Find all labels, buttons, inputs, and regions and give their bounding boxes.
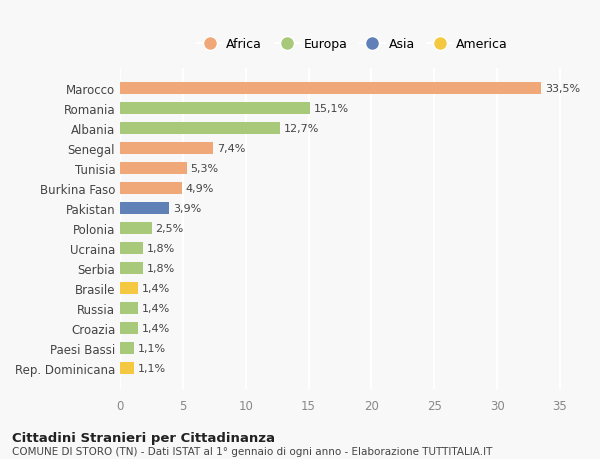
Text: 2,5%: 2,5% [155,224,184,234]
Legend: Africa, Europa, Asia, America: Africa, Europa, Asia, America [193,33,512,56]
Bar [120,323,138,335]
Bar [120,203,169,215]
Text: 33,5%: 33,5% [545,84,580,94]
Text: 4,9%: 4,9% [185,184,214,194]
Bar [120,283,138,295]
Bar [120,243,143,255]
Text: 1,8%: 1,8% [146,244,175,254]
Text: 7,4%: 7,4% [217,144,245,154]
Bar [120,263,143,275]
Text: 1,1%: 1,1% [138,344,166,354]
Text: 1,4%: 1,4% [142,304,170,313]
Text: Cittadini Stranieri per Cittadinanza: Cittadini Stranieri per Cittadinanza [12,431,275,444]
Bar [120,183,182,195]
Text: 1,4%: 1,4% [142,324,170,334]
Bar [120,163,187,175]
Text: 5,3%: 5,3% [190,164,218,174]
Text: 12,7%: 12,7% [283,124,319,134]
Bar [120,223,152,235]
Text: 1,4%: 1,4% [142,284,170,294]
Text: 1,8%: 1,8% [146,264,175,274]
Bar [120,123,280,135]
Bar [120,343,134,355]
Text: 3,9%: 3,9% [173,204,201,214]
Bar [120,83,541,95]
Text: 15,1%: 15,1% [314,104,349,114]
Bar [120,363,134,375]
Bar [120,103,310,115]
Bar [120,303,138,315]
Bar [120,143,213,155]
Text: COMUNE DI STORO (TN) - Dati ISTAT al 1° gennaio di ogni anno - Elaborazione TUTT: COMUNE DI STORO (TN) - Dati ISTAT al 1° … [12,447,493,456]
Text: 1,1%: 1,1% [138,364,166,374]
